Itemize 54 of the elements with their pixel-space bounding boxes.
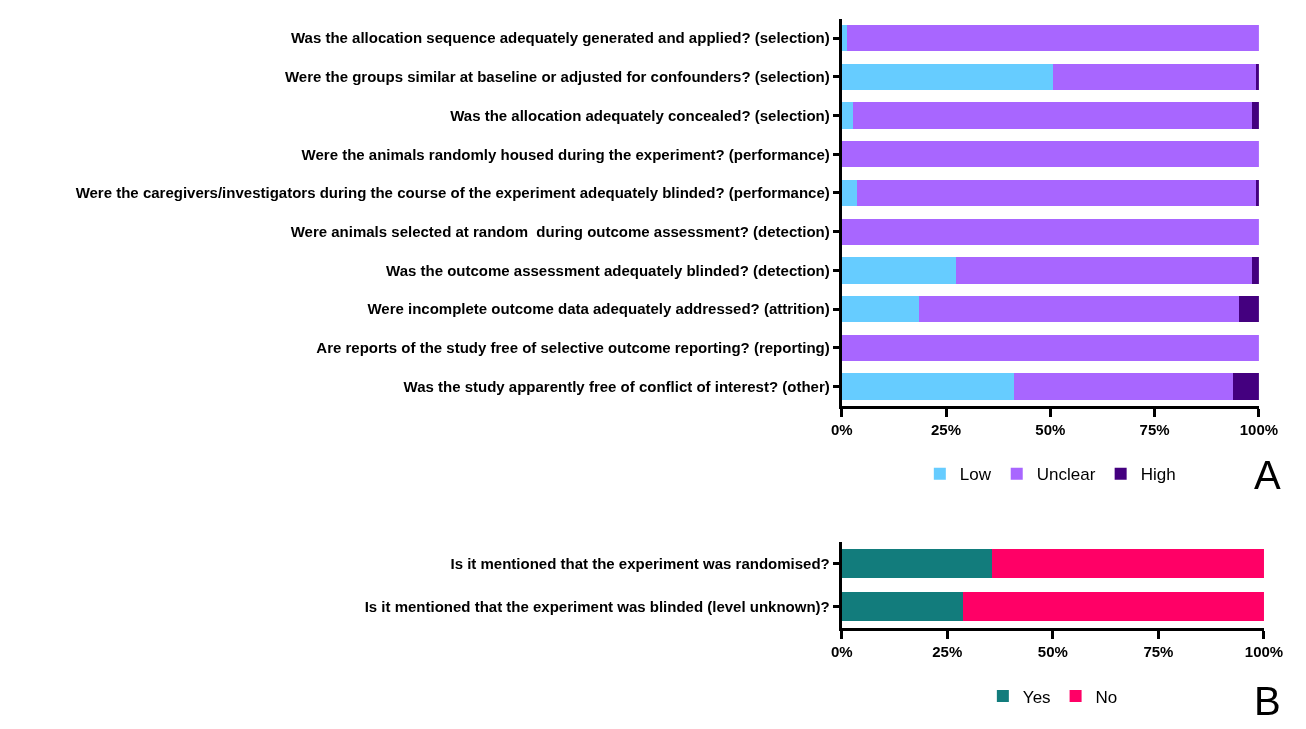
bar — [841, 334, 1259, 362]
bar — [1252, 257, 1259, 284]
bar — [841, 549, 993, 579]
bar — [1252, 102, 1259, 129]
x-tick-label: 0% — [830, 420, 853, 438]
bar — [846, 24, 1259, 52]
y-tick-label: Was the allocation sequence adequately generated and applied? (selection) — [290, 29, 830, 47]
x-tick-label: 25% — [932, 643, 963, 661]
x-tick-label: 100% — [1239, 420, 1279, 438]
y-tick-label: Is it mentioned that the experiment was blinded (level unknown)? — [364, 597, 830, 615]
bar — [841, 257, 956, 284]
bar — [992, 549, 1264, 579]
bar — [841, 141, 1259, 168]
bar — [841, 63, 1054, 90]
y-tick-label: Were the animals randomly housed during the experiment? (performance) — [301, 145, 830, 163]
x-tick-label: 25% — [931, 420, 962, 438]
y-tick-label: Were the groups similar at baseline or adjusted for confounders? (selection) — [284, 68, 830, 86]
bar — [1239, 295, 1259, 323]
x-tick-label: 100% — [1244, 643, 1284, 661]
y-tick-label: Were the caregivers/investigators during the course of the experiment adequately blinded? (performance) — [75, 184, 830, 202]
bar — [1053, 63, 1256, 90]
bar — [841, 592, 963, 622]
y-tick-label: Were incomplete outcome data adequately addressed? (attrition) — [367, 300, 830, 318]
bar — [841, 218, 1259, 245]
y-tick-label: Was the outcome assessment adequately blinded? (detection) — [386, 261, 830, 279]
legend-label: Yes — [1022, 687, 1051, 707]
legend-label: Low — [959, 465, 992, 485]
y-tick-label: Were animals selected at random during outcome assessment? (detection) — [290, 222, 830, 240]
bar — [962, 592, 1264, 622]
bar — [1014, 373, 1233, 400]
bar — [841, 373, 1015, 400]
x-tick-label: 75% — [1139, 420, 1170, 438]
legend-label: No — [1095, 687, 1118, 707]
y-tick-label: Was the allocation adequately concealed? (selection) — [450, 106, 830, 124]
text: B — [1254, 679, 1281, 723]
bar — [919, 295, 1240, 323]
x-tick-label: 75% — [1143, 643, 1174, 661]
y-tick-label: Are reports of the study free of selective outcome reporting? (reporting) — [316, 339, 830, 357]
x-tick-label: 50% — [1035, 420, 1066, 438]
bar — [841, 179, 857, 207]
text: A — [1254, 453, 1281, 497]
y-tick-label: Is it mentioned that the experiment was randomised? — [450, 554, 830, 572]
y-tick-label: Was the study apparently free of conflict of interest? (other) — [403, 377, 830, 395]
bar — [841, 24, 847, 52]
bar — [955, 257, 1253, 284]
legend-label: High — [1140, 465, 1176, 485]
legend-label: Unclear — [1036, 465, 1096, 485]
x-tick-label: 50% — [1037, 643, 1068, 661]
bar — [853, 102, 1253, 129]
bar — [1232, 373, 1259, 400]
x-tick-label: 0% — [830, 643, 853, 661]
bar — [841, 295, 920, 323]
bar — [841, 102, 854, 129]
bar — [856, 179, 1256, 207]
